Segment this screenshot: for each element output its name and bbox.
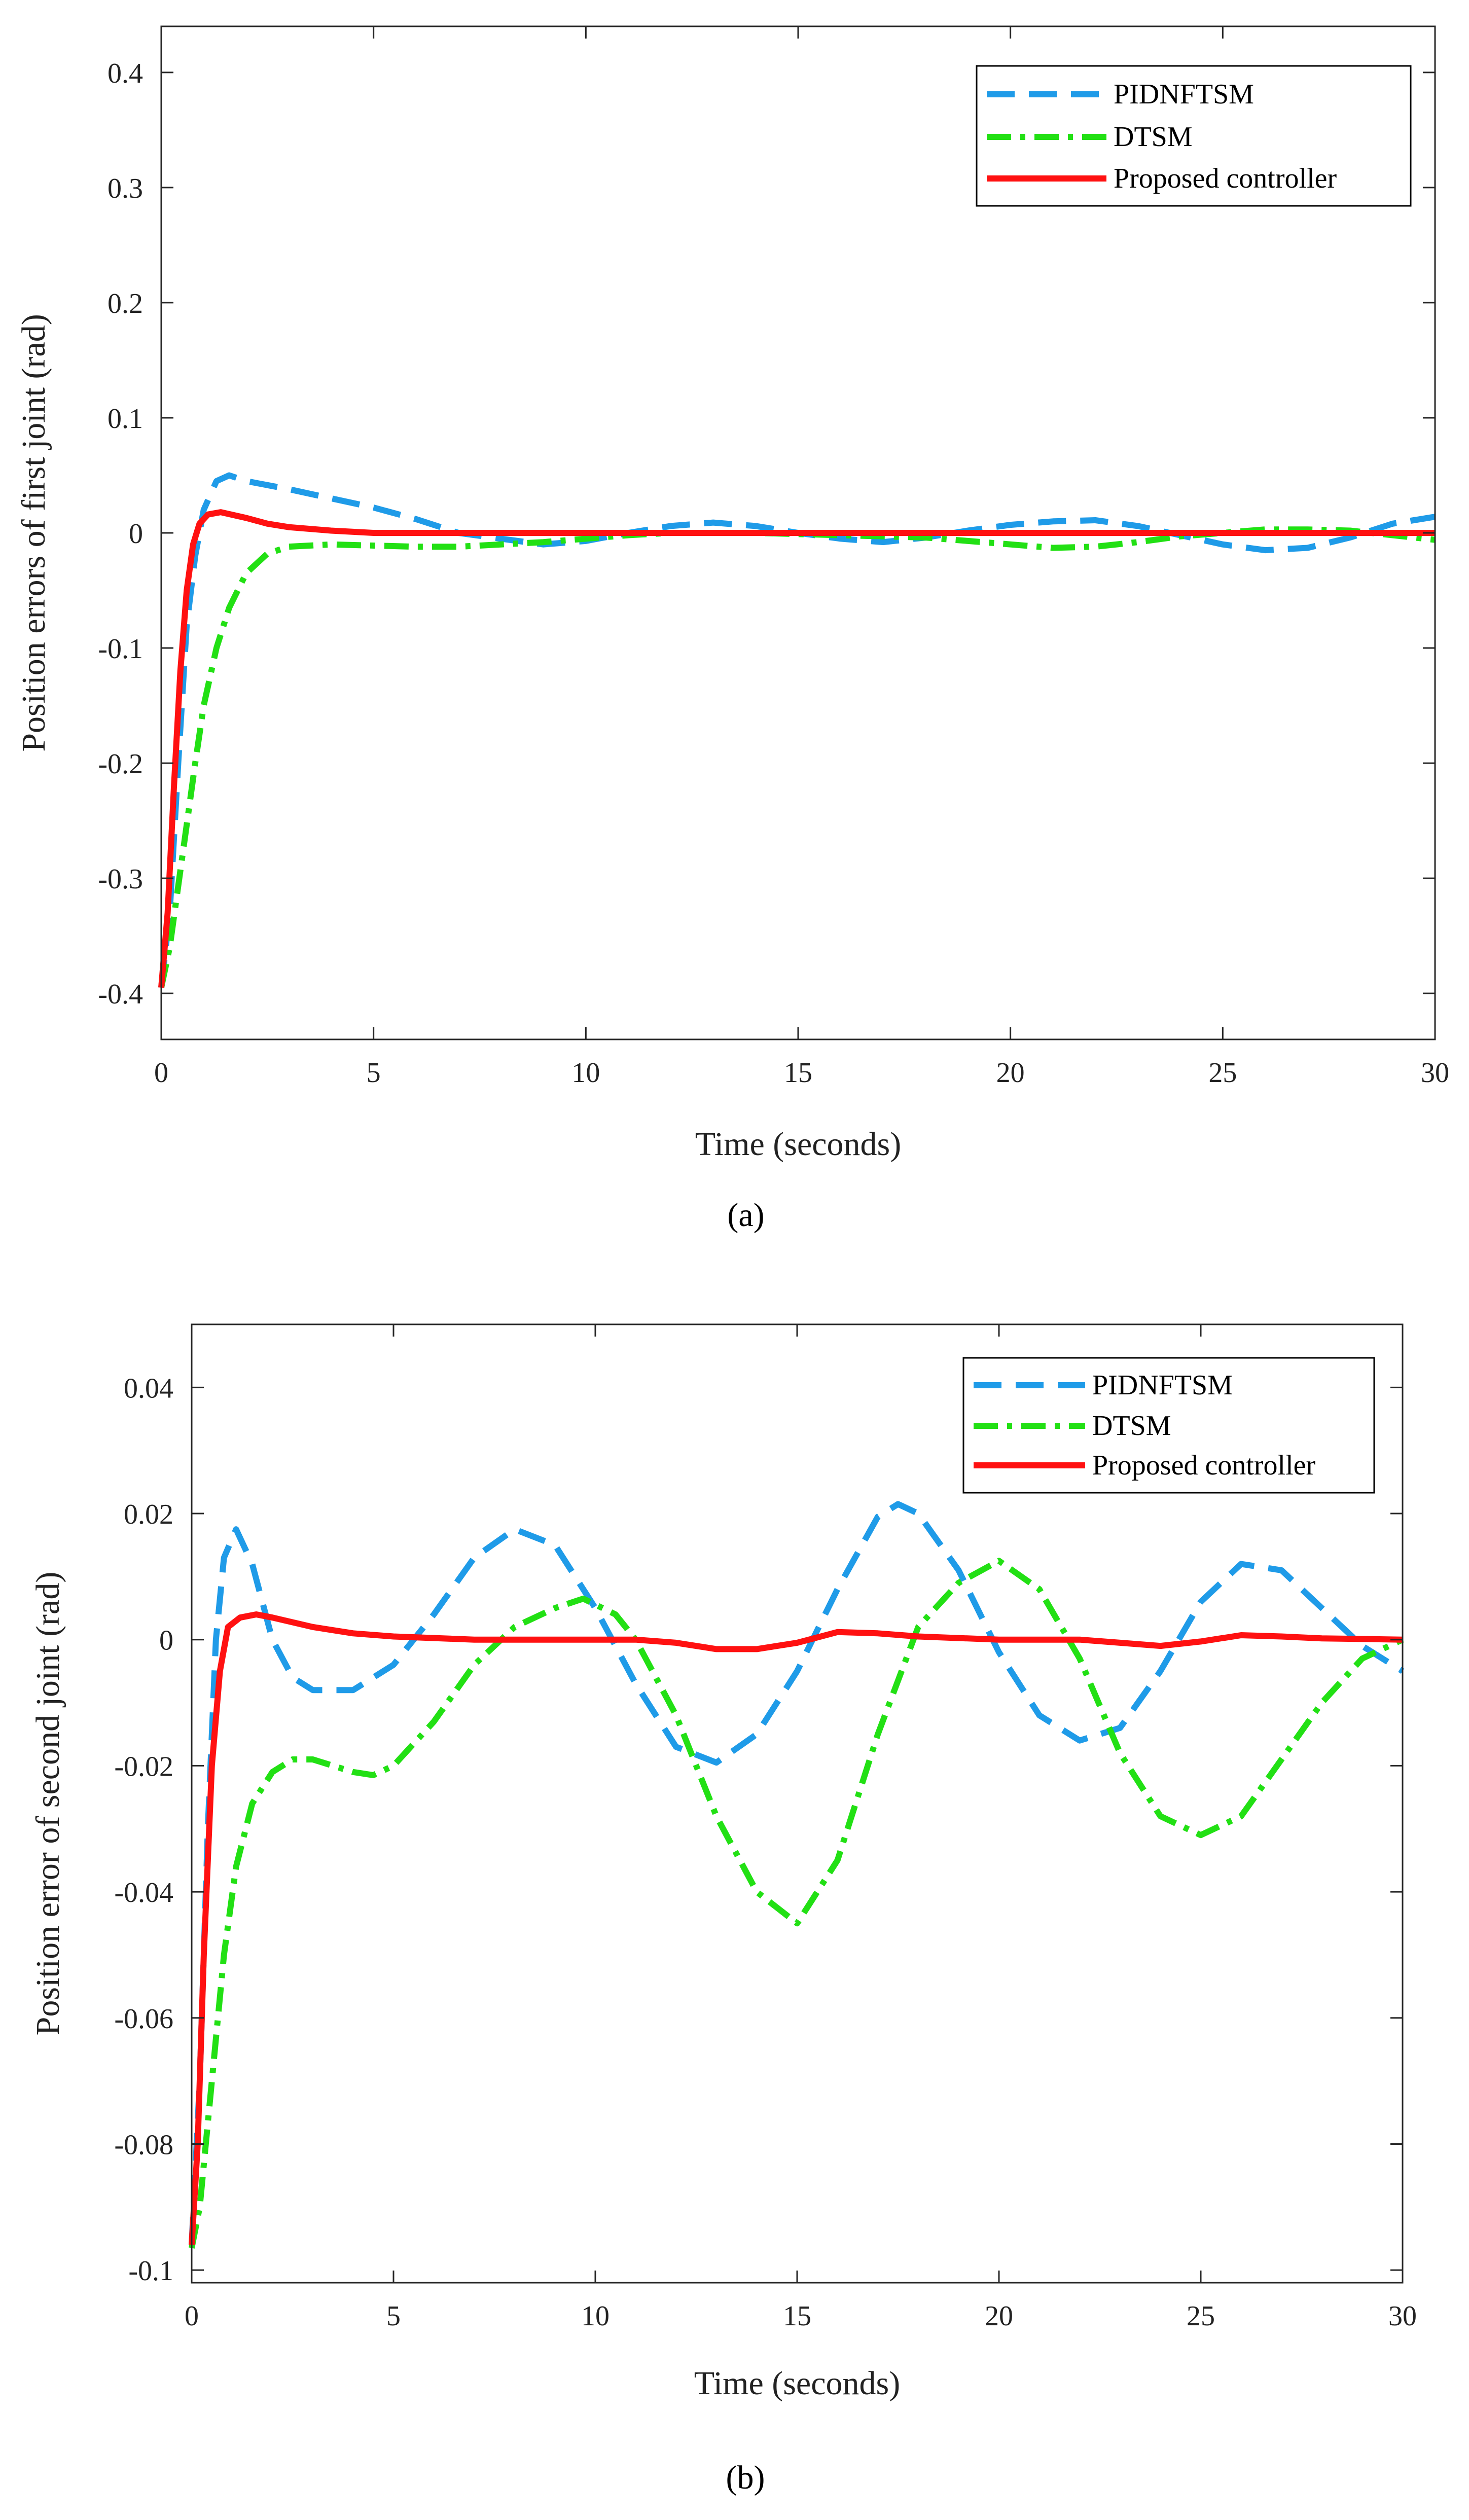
chart-b-x-axis-label: Time (seconds) — [694, 2365, 900, 2402]
chart-b-series-pidnftsm — [189, 1501, 1405, 2245]
chart-a-x-tick-label: 15 — [784, 1057, 812, 1089]
chart-b-y-tick-label: -0.02 — [114, 1751, 173, 1782]
chart-b-legend-label-dtsm: DTSM — [1092, 1410, 1171, 1442]
chart-b-x-tick-label: 15 — [783, 2300, 811, 2332]
chart-a-y-tick-label: -0.1 — [98, 633, 143, 665]
chart-b-ticks — [191, 1324, 1404, 2283]
chart-a-legend: PIDNFTSM DTSM Proposed controller — [976, 65, 1412, 207]
chart-b-x-tick-label: 25 — [1187, 2300, 1215, 2332]
chart-a-y-tick-label: 0 — [129, 518, 143, 550]
chart-b-series-proposed — [189, 1611, 1403, 2245]
chart-a-series-lines — [158, 472, 1436, 989]
chart-b-series-lines — [189, 1501, 1405, 2249]
chart-a-x-tick-label: 5 — [367, 1057, 381, 1089]
chart-b: 0 5 10 15 20 25 30 -0.1 -0.08 -0.06 -0.04 -0.02 0 0.0… — [29, 1323, 1417, 2496]
chart-b-y-tick-label: 0 — [159, 1625, 173, 1657]
chart-a-ticks — [160, 26, 1436, 1039]
chart-b-tick-labels: 0 5 10 15 20 25 30 -0.1 -0.08 -0.06 -0.04 -0.02 0 0.0… — [114, 1373, 1417, 2332]
chart-b-y-axis-label: Position error of second joint (rad) — [29, 1572, 66, 2036]
chart-b-y-tick-label: -0.06 — [114, 2003, 173, 2035]
chart-b-x-tick-label: 5 — [386, 2300, 401, 2332]
chart-a-y-tick-label: 0.1 — [108, 403, 143, 435]
chart-a-x-axis-label: Time (seconds) — [695, 1126, 901, 1163]
chart-a-series-proposed — [158, 509, 1435, 988]
chart-a-x-tick-label: 20 — [996, 1057, 1025, 1089]
chart-b-y-tick-label: -0.04 — [114, 1877, 173, 1909]
chart-b-series-dtsm — [189, 1558, 1404, 2249]
chart-b-legend: PIDNFTSM DTSM Proposed controller — [962, 1357, 1375, 1494]
chart-a-caption: (a) — [727, 1197, 764, 1234]
chart-b-y-tick-label: -0.1 — [128, 2255, 173, 2287]
chart-b-x-tick-label: 20 — [985, 2300, 1013, 2332]
chart-b-legend-label-pidnftsm: PIDNFTSM — [1092, 1370, 1233, 1401]
chart-a-y-tick-label: -0.2 — [98, 748, 143, 780]
chart-b-y-tick-label: 0.04 — [124, 1373, 173, 1404]
chart-a-x-tick-label: 25 — [1208, 1057, 1237, 1089]
chart-b-y-tick-label: 0.02 — [124, 1499, 173, 1530]
chart-a: 0 5 10 15 20 25 30 -0.4 -0.3 -0.2 -0.1 0 0.1 0.2 0.3 0.… — [15, 25, 1449, 1234]
chart-b-y-tick-label: -0.08 — [114, 2129, 173, 2161]
chart-a-legend-label-pidnftsm: PIDNFTSM — [1114, 79, 1254, 110]
chart-a-x-tick-label: 30 — [1421, 1057, 1449, 1089]
chart-a-y-tick-label: 0.2 — [108, 288, 143, 319]
chart-a-tick-labels: 0 5 10 15 20 25 30 -0.4 -0.3 -0.2 -0.1 0 0.1 0.2 0.3 0.… — [98, 58, 1449, 1089]
chart-a-x-tick-label: 10 — [571, 1057, 600, 1089]
chart-b-legend-label-proposed: Proposed controller — [1092, 1450, 1315, 1481]
chart-a-y-tick-label: 0.4 — [108, 58, 143, 89]
chart-a-y-axis-label: Position errors of first joint (rad) — [15, 314, 52, 751]
chart-b-x-tick-label: 0 — [185, 2300, 199, 2332]
chart-b-caption: (b) — [726, 2459, 765, 2496]
chart-b-x-tick-label: 30 — [1388, 2300, 1417, 2332]
chart-a-y-tick-label: 0.3 — [108, 173, 143, 204]
chart-a-legend-label-proposed: Proposed controller — [1114, 163, 1337, 194]
chart-b-x-tick-label: 10 — [581, 2300, 610, 2332]
chart-a-y-tick-label: -0.4 — [98, 979, 143, 1010]
chart-a-legend-label-dtsm: DTSM — [1114, 121, 1193, 153]
chart-a-x-tick-label: 0 — [154, 1057, 168, 1089]
chart-a-y-tick-label: -0.3 — [98, 863, 143, 895]
